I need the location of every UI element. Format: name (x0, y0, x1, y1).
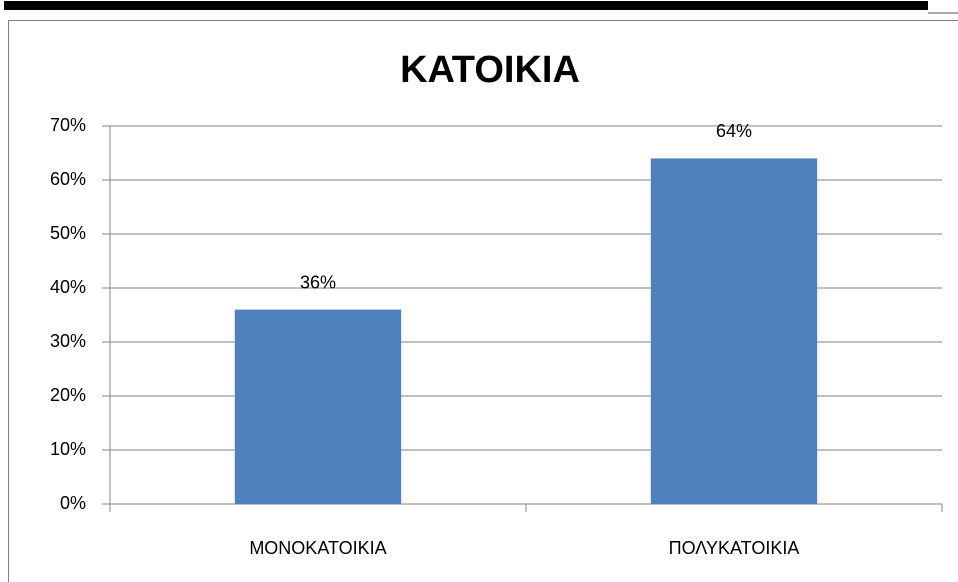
x-tick-label: ΠΟΛΥΚΑΤΟΙΚΙΑ (669, 538, 800, 558)
y-tick-label: 70% (50, 115, 86, 135)
bar (234, 309, 402, 504)
y-tick-label: 20% (50, 385, 86, 405)
y-tick-label: 30% (50, 331, 86, 351)
y-tick-label: 0% (60, 493, 86, 513)
y-tick-label: 40% (50, 277, 86, 297)
page-rule (4, 1, 928, 10)
data-label: 36% (300, 272, 336, 292)
data-label: 64% (716, 121, 752, 141)
x-tick-label: ΜΟΝΟΚΑΤΟΙΚΙΑ (249, 538, 386, 558)
chart-title: ΚΑΤΟΙΚΙΑ (400, 49, 580, 91)
bar (650, 158, 818, 504)
y-tick-label: 50% (50, 223, 86, 243)
y-tick-label: 60% (50, 169, 86, 189)
chart-border (8, 20, 958, 582)
y-tick-label: 10% (50, 439, 86, 459)
